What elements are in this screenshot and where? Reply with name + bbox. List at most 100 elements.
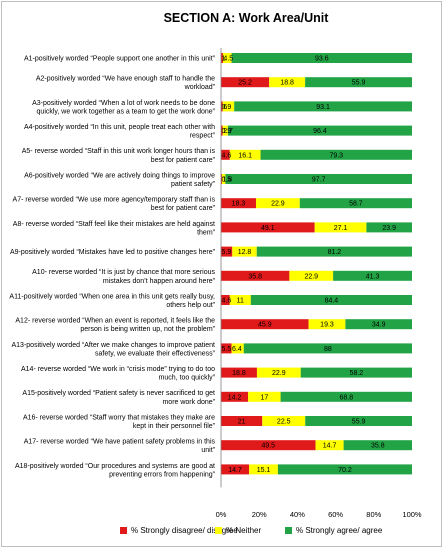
value-label-a14-agree: 58.2 bbox=[350, 370, 364, 377]
bar-segment-a1-disagree bbox=[221, 53, 223, 63]
category-label-a2: A2-positively worded “We have enough sta… bbox=[36, 76, 216, 92]
value-label-a11-disagree: 4.6 bbox=[222, 298, 232, 305]
bar-segment-a16-disagree bbox=[221, 416, 263, 426]
bar-segment-a6-neither bbox=[221, 174, 226, 184]
value-label-a2-agree: 55.9 bbox=[352, 80, 366, 87]
value-label-a3-disagree: 0.9 bbox=[222, 104, 232, 111]
bar-segment-a11-disagree bbox=[221, 295, 230, 305]
category-label-a11: A11-positively worded “When one area in … bbox=[9, 293, 215, 309]
bar-segment-a18-agree bbox=[277, 464, 412, 475]
x-tick-label: 100% bbox=[402, 510, 422, 519]
bar-segment-a6-agree bbox=[225, 174, 412, 184]
bar-segment-a15-disagree bbox=[221, 391, 249, 402]
bar-segment-a3-neither bbox=[222, 101, 235, 112]
value-label-a8-agree: 23.9 bbox=[382, 225, 396, 232]
bar-segment-a16-neither bbox=[262, 416, 306, 426]
bar-segment-a13-neither bbox=[231, 343, 244, 354]
category-label-a15: A15-positively worded “Patient safety is… bbox=[22, 390, 215, 406]
value-label-a8-neither: 27.1 bbox=[334, 225, 348, 232]
bar-segment-a7-agree bbox=[299, 198, 412, 209]
value-label-a9-neither: 12.8 bbox=[238, 249, 252, 256]
value-label-a2-disagree: 25.2 bbox=[238, 80, 252, 87]
bar-segment-a6-disagree bbox=[221, 174, 222, 184]
value-label-a2-neither: 18.8 bbox=[280, 80, 294, 87]
category-label-a13: A13-positively worded “After we make cha… bbox=[12, 342, 216, 358]
value-label-a10-agree: 41.3 bbox=[366, 273, 380, 280]
value-label-a7-neither: 22.9 bbox=[271, 201, 285, 208]
value-label-a12-disagree: 45.9 bbox=[258, 322, 272, 329]
category-label-a12: A12- reverse worded “When an event is re… bbox=[15, 318, 215, 334]
value-label-a3-neither: 6 bbox=[223, 104, 227, 111]
bars-group: 14.5 93.625.2 18.8 55.90.96 93.10.92.7 96.44.… bbox=[221, 53, 412, 475]
value-label-a16-agree: 55.9 bbox=[352, 419, 366, 426]
value-label-a6-agree: 97.7 bbox=[312, 177, 326, 184]
value-label-a12-neither: 19.3 bbox=[320, 322, 334, 329]
x-tick-label: 40% bbox=[290, 510, 305, 519]
bar-segment-a15-agree bbox=[280, 391, 412, 402]
value-label-a11-neither: 11 bbox=[237, 298, 244, 305]
x-axis: 0% 20% 40% 60% 80% 100% bbox=[216, 48, 422, 519]
bar-segment-a5-disagree bbox=[221, 149, 230, 160]
value-label-a17-agree: 35.8 bbox=[371, 443, 385, 450]
category-label-a17: A17- reverse worded “We have patient saf… bbox=[24, 439, 216, 455]
value-label-a12-agree: 34.9 bbox=[372, 322, 386, 329]
value-label-a15-neither: 17 bbox=[260, 394, 268, 401]
x-tick-label: 0% bbox=[216, 510, 227, 519]
bar-segment-a18-disagree bbox=[221, 464, 250, 475]
bar-segment-a11-agree bbox=[250, 295, 412, 305]
category-labels-group: A1-positively worded “People support one… bbox=[9, 56, 215, 479]
bar-segment-a7-neither bbox=[255, 198, 300, 209]
value-label-a15-agree: 68.8 bbox=[339, 394, 353, 401]
legend-swatch-agree bbox=[285, 527, 292, 534]
value-label-a9-disagree: 5.9 bbox=[222, 249, 232, 256]
bar-segment-a9-disagree bbox=[221, 246, 233, 257]
category-label-a5: A5- reverse worded “Staff in this unit w… bbox=[22, 148, 216, 164]
value-label-a4-neither: 2.7 bbox=[223, 128, 233, 135]
category-label-a16: A16- reverse worded “Staff worry that mi… bbox=[23, 414, 216, 430]
category-label-a14: A14- reverse worded “We work in “crisis … bbox=[21, 366, 216, 382]
bar-segment-a17-disagree bbox=[221, 440, 316, 451]
legend-label-disagree: % Strongly disagree/ disagree bbox=[131, 526, 238, 535]
bar-segment-a16-agree bbox=[305, 416, 412, 426]
bar-segment-a14-disagree bbox=[221, 367, 257, 378]
bar-segment-a12-agree bbox=[345, 319, 412, 330]
bar-segment-a1-agree bbox=[231, 53, 412, 63]
value-label-a17-disagree: 49.5 bbox=[261, 443, 275, 450]
value-label-a10-disagree: 35.8 bbox=[248, 273, 262, 280]
bar-segment-a3-agree bbox=[234, 101, 412, 112]
bar-segment-a4-disagree bbox=[221, 125, 223, 136]
category-label-a3: A3-positively worded “When a lot of work… bbox=[32, 100, 216, 116]
bar-segment-a8-agree bbox=[366, 222, 412, 233]
bar-segment-a2-agree bbox=[305, 77, 412, 88]
bar-segment-a13-disagree bbox=[221, 343, 232, 354]
value-label-a4-agree: 96.4 bbox=[313, 128, 327, 135]
bar-segment-a2-disagree bbox=[221, 77, 270, 88]
bar-segment-a10-agree bbox=[333, 270, 412, 281]
value-label-a1-neither: 4.5 bbox=[223, 56, 233, 63]
bar-segment-a5-agree bbox=[260, 149, 412, 160]
bar-segment-a14-agree bbox=[300, 367, 412, 378]
value-label-a10-neither: 22.9 bbox=[304, 273, 318, 280]
value-label-a6-neither: 1.8 bbox=[222, 177, 232, 184]
value-label-a9-agree: 81.2 bbox=[328, 249, 342, 256]
bar-segment-a8-neither bbox=[314, 222, 367, 233]
value-label-a14-disagree: 18.8 bbox=[232, 370, 246, 377]
bar-segment-a17-neither bbox=[315, 440, 344, 451]
value-label-a3-agree: 93.1 bbox=[316, 104, 330, 111]
category-label-a4: A4-positively worded “In this unit, peop… bbox=[24, 124, 216, 140]
bar-segment-a10-neither bbox=[289, 270, 334, 281]
x-tick-label: 80% bbox=[366, 510, 381, 519]
value-label-a7-disagree: 18.3 bbox=[232, 201, 246, 208]
legend-label-agree: % Strongly agree/ agree bbox=[296, 526, 383, 535]
bar-segment-a18-neither bbox=[249, 464, 278, 475]
value-label-a1-agree: 93.6 bbox=[315, 56, 329, 63]
category-label-a10: A10- reverse worded “It is just by chanc… bbox=[32, 269, 216, 285]
legend-label-neither: % Neither bbox=[226, 526, 261, 535]
bar-segment-a5-neither bbox=[229, 149, 261, 160]
category-label-a18: A18-positively worded “Our procedures an… bbox=[15, 463, 216, 479]
bar-segment-a8-disagree bbox=[221, 222, 315, 233]
category-label-a9: A9-positively worded “Mistakes have led … bbox=[10, 249, 216, 256]
x-tick-label: 60% bbox=[328, 510, 343, 519]
